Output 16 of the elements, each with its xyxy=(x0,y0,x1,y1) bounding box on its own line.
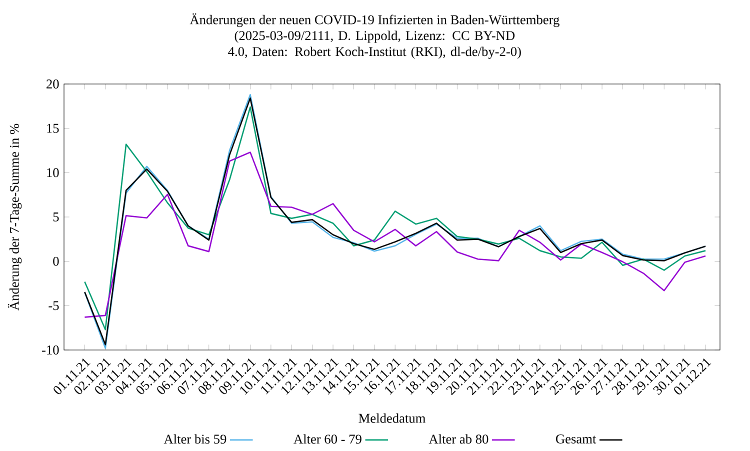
y-tick-label: -5 xyxy=(48,301,59,310)
y-axis-title: Änderung der 7-Tage-Summe in % xyxy=(8,124,22,311)
chart-title: Änderungen der neuen COVID-19 Infizierten in Baden-Württemberg xyxy=(190,13,560,28)
y-tick-label: -10 xyxy=(42,346,59,355)
y-tick-label: 20 xyxy=(46,80,59,89)
y-tick-label: 0 xyxy=(53,256,59,266)
y-tick-label: 5 xyxy=(53,212,59,222)
legend-label: Alter bis 59 xyxy=(164,434,226,444)
line-series xyxy=(84,152,706,318)
x-axis-title: Meldedatum xyxy=(358,413,426,423)
legend-label: Alter ab 80 xyxy=(428,434,488,444)
y-tick-label: 10 xyxy=(47,168,59,178)
y-tick-label: 15 xyxy=(47,124,59,133)
legend-label: Gesamt xyxy=(556,434,596,444)
legend-label: Alter 60 - 79 xyxy=(294,434,362,444)
chart-subtitle: (2025-03-09/2111, D. Lippold, Lizenz: CC BY-ND 4.0, Daten: Robert Koch-Institut (RKI), dl-de/by-2-0) xyxy=(228,30,521,59)
